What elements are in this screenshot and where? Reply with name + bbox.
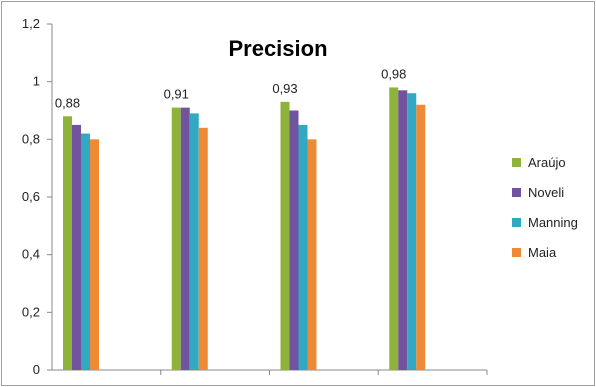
bar-maia [416,104,426,370]
data-label: 0,93 [272,81,297,96]
bar-maia [90,139,99,370]
data-label: 0,88 [55,95,80,110]
axes: 0 0,2 0,4 0,6 0,8 1 1,2 [22,16,488,377]
bar-manning [407,93,417,370]
legend-swatch-manning [512,218,521,227]
y-tick-label: 0,4 [22,247,40,262]
legend-label-noveli: Noveli [528,185,564,200]
y-tick-label: 0 [33,362,40,377]
data-label: 0,98 [381,66,406,81]
bar-noveli [72,124,81,371]
data-labels: 0,88 0,91 0,93 0,98 [55,66,407,110]
legend: Araújo Noveli Manning Maia [512,155,578,260]
y-tick-label: 1 [33,74,40,89]
legend-label-araújo: Araújo [528,155,566,170]
legend-label-manning: Manning [528,215,578,230]
legend-label-maia: Maia [528,245,557,260]
bar-maia [307,139,317,370]
legend-swatch-araújo [512,158,521,167]
bar-manning [189,113,199,370]
bar-noveli [180,107,190,370]
bar-araújo [63,116,72,371]
bars [63,87,426,371]
bar-araújo [280,101,290,370]
bar-araújo [171,107,181,370]
chart-title: Precision [228,36,327,61]
bar-noveli [289,110,299,370]
data-label: 0,91 [164,87,189,102]
y-tick-label: 0,2 [22,304,40,319]
y-tick-label: 0,8 [22,131,40,146]
bar-maia [198,127,208,370]
legend-swatch-noveli [512,188,521,197]
bar-araújo [389,87,399,370]
legend-swatch-maia [512,248,521,257]
bar-noveli [398,90,408,371]
y-tick-label: 0,6 [22,189,40,204]
y-tick-label: 1,2 [22,16,40,31]
bar-manning [81,133,90,370]
bar-manning [298,124,308,371]
